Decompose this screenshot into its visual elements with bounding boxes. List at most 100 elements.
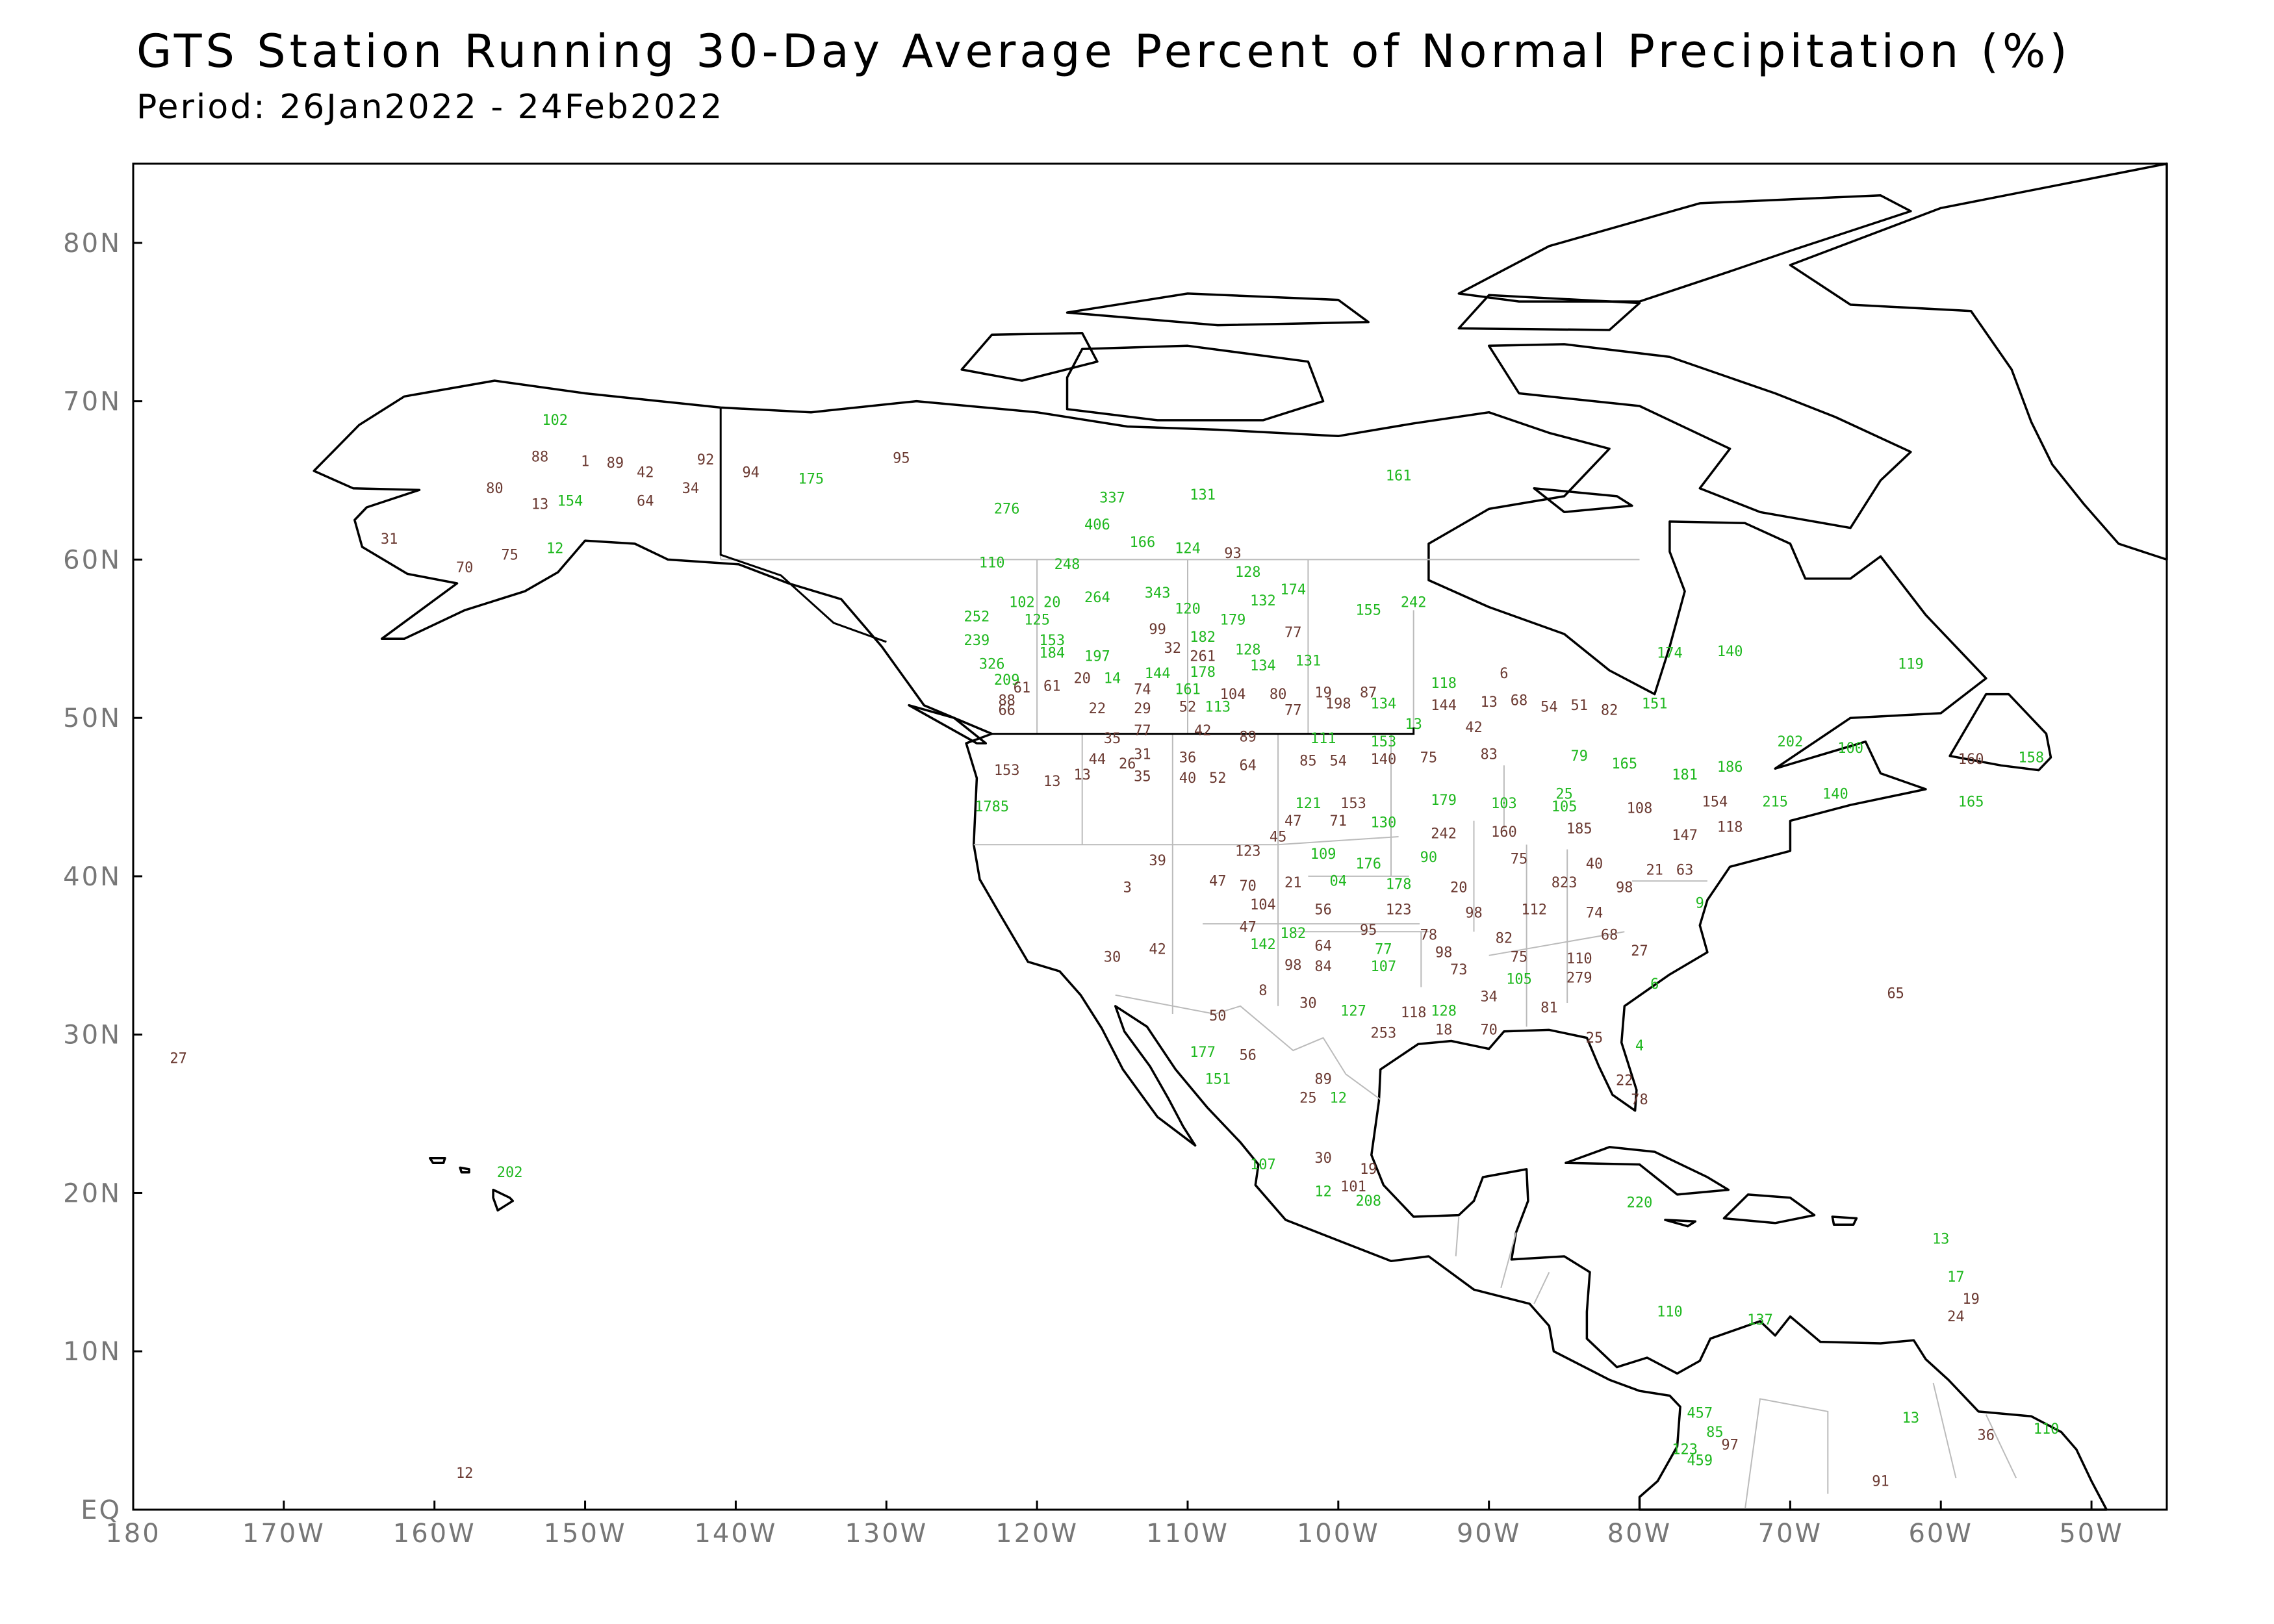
station-value: 111 (1310, 731, 1336, 747)
station-value: 42 (637, 465, 654, 481)
station-value: 12 (456, 1465, 474, 1482)
station-value: 124 (1175, 541, 1201, 557)
station-value: 123 (1235, 843, 1261, 859)
station-value: 13 (531, 496, 549, 513)
station-value: 56 (1239, 1048, 1257, 1064)
station-value: 74 (1586, 905, 1603, 921)
station-value: 101 (1340, 1179, 1366, 1195)
station-value: 36 (1179, 750, 1197, 766)
station-value: 21 (1646, 863, 1663, 879)
station-value: 215 (1762, 794, 1788, 811)
coast-hawaii (492, 1188, 515, 1212)
station-value: 175 (798, 471, 824, 487)
station-value: 176 (1355, 856, 1381, 872)
station-value: 19 (1962, 1291, 1980, 1308)
station-value: 137 (1747, 1312, 1773, 1328)
station-value: 326 (979, 657, 1005, 673)
lat-tick-label: 80N (63, 229, 121, 259)
station-value: 123 (1672, 1442, 1698, 1458)
station-value: 89 (1239, 730, 1257, 746)
station-value: 75 (1511, 950, 1528, 966)
station-value: 44 (1089, 752, 1106, 768)
station-value: 64 (1239, 758, 1257, 774)
station-value: 47 (1209, 874, 1227, 890)
station-value: 13 (1932, 1232, 1950, 1248)
station-value: 85 (1299, 753, 1317, 769)
station-value: 6 (1650, 976, 1659, 993)
station-value: 242 (1401, 595, 1427, 611)
station-value: 112 (1521, 902, 1547, 918)
station-value: 75 (1511, 851, 1528, 867)
station-value: 20 (1073, 671, 1091, 687)
station-value: 279 (1566, 970, 1592, 986)
station-value: 100 (1837, 741, 1863, 757)
station-value: 61 (1043, 679, 1061, 695)
coast-ellesmere-island (1457, 194, 1912, 303)
station-value: 459 (1687, 1453, 1713, 1469)
station-value: 24 (1947, 1309, 1965, 1325)
station-value: 242 (1431, 826, 1457, 842)
lon-tick-label: 160W (393, 1519, 476, 1549)
station-value: 128 (1235, 565, 1261, 581)
station-value: 74 (1134, 682, 1151, 698)
station-value: 66 (998, 702, 1016, 718)
station-value: 40 (1179, 770, 1197, 787)
station-value: 174 (1657, 646, 1683, 662)
station-value: 1 (581, 454, 589, 470)
station-value: 81 (1540, 1000, 1558, 1017)
station-value: 78 (1420, 927, 1438, 943)
lon-tick-label: 120W (995, 1519, 1079, 1549)
station-value: 239 (964, 633, 990, 649)
station-value: 105 (1552, 799, 1578, 815)
station-value: 27 (1631, 943, 1648, 959)
lon-tick-label: 170W (242, 1519, 326, 1549)
coast-north-america (313, 379, 2108, 1511)
coast-southampton-island (1533, 487, 1633, 514)
station-value: 13 (1043, 774, 1061, 790)
station-value: 130 (1371, 815, 1397, 831)
station-value: 153 (994, 763, 1020, 779)
station-value: 88 (998, 693, 1016, 709)
station-value: 31 (381, 531, 398, 548)
station-value: 13 (1405, 717, 1422, 733)
station-value: 47 (1239, 919, 1257, 935)
station-value: 17 (1947, 1269, 1965, 1286)
station-value: 12 (546, 541, 564, 557)
station-value: 77 (1134, 723, 1151, 739)
longitude-axis: 180 170W 160W 150W 140W 130W 120W 110W 100W 90W 80… (105, 1501, 2122, 1549)
station-value: 80 (486, 481, 504, 497)
station-value: 166 (1130, 535, 1156, 551)
station-value: 131 (1190, 487, 1216, 503)
station-value: 39 (1149, 853, 1166, 869)
period-subtitle: Period: 26Jan2022 - 24Feb2022 (136, 88, 724, 127)
station-value: 110 (2034, 1421, 2060, 1438)
lon-tick-label: 80W (1607, 1519, 1672, 1549)
station-value: 34 (1480, 989, 1498, 1006)
lat-tick-label: 70N (63, 387, 121, 417)
station-value: 30 (1299, 995, 1317, 1011)
station-value: 99 (1149, 622, 1166, 638)
border-line (973, 836, 1399, 846)
station-value: 144 (1431, 698, 1457, 714)
station-value: 202 (497, 1165, 523, 1181)
station-value: 12 (1314, 1184, 1332, 1200)
station-value: 118 (1401, 1005, 1427, 1021)
station-value: 98 (1435, 945, 1453, 961)
station-value: 140 (1717, 644, 1743, 660)
station-value: 30 (1104, 950, 1121, 966)
station-value: 45 (1270, 829, 1287, 845)
border-line (1455, 1216, 1460, 1257)
station-value: 12 (1330, 1091, 1348, 1107)
station-value: 70 (1239, 878, 1257, 894)
station-value: 140 (1822, 787, 1848, 803)
station-value: 21 (1284, 875, 1302, 891)
station-value: 343 (1145, 585, 1171, 602)
border-49th-parallel (991, 727, 1415, 735)
station-value: 68 (1511, 693, 1528, 709)
lon-tick-label: 100W (1297, 1519, 1380, 1549)
station-value: 22 (1089, 701, 1106, 717)
station-value: 209 (994, 672, 1020, 689)
station-value: 104 (1220, 687, 1246, 703)
station-value: 140 (1371, 752, 1397, 768)
station-value: 92 (697, 452, 715, 468)
